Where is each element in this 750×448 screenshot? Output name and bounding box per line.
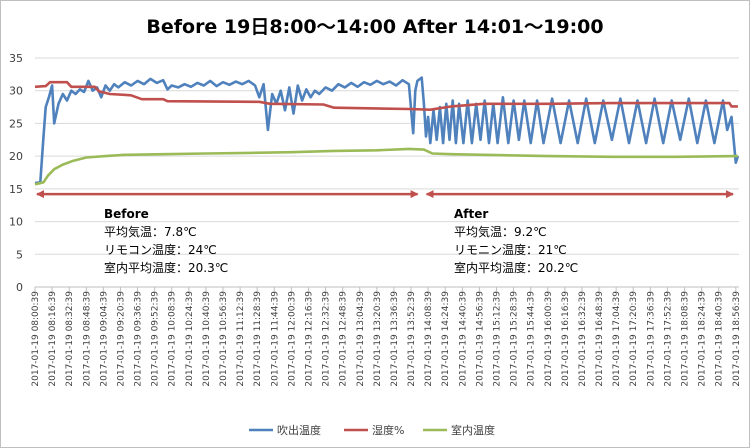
x-tick-label: 2017-01-19 18:56:39: [732, 291, 742, 387]
series-line-1: [34, 76, 740, 185]
x-tick-label: 2017-01-19 12:00:39: [287, 291, 297, 387]
x-tick-label: 2017-01-19 15:12:39: [492, 291, 502, 387]
x-tick-label: 2017-01-19 17:52:39: [663, 291, 673, 387]
x-tick-label: 2017-01-19 09:20:39: [116, 291, 126, 387]
x-tick-label: 2017-01-19 18:24:39: [698, 291, 708, 387]
annotation-after-line: After: [454, 207, 488, 221]
x-tick-label: 2017-01-19 09:04:39: [99, 291, 109, 387]
series-line-2: [34, 80, 738, 111]
x-tick-label: 2017-01-19 14:08:39: [424, 291, 434, 387]
series-line-3: [34, 147, 738, 186]
x-tick-label: 2017-01-19 11:28:39: [253, 291, 263, 387]
x-tick-label: 2017-01-19 12:48:39: [339, 291, 349, 387]
x-tick-label: 2017-01-19 09:36:39: [134, 291, 144, 387]
x-tick-label: 2017-01-19 15:44:39: [527, 291, 537, 387]
x-tick-label: 2017-01-19 18:08:39: [681, 291, 691, 387]
grid: [35, 57, 739, 288]
annotation-before-line: 平均気温：7.8℃: [104, 224, 197, 239]
annotation-before-line: リモコン温度：24℃: [104, 242, 217, 257]
annotation-after-line: 室内平均温度：20.2℃: [454, 260, 578, 275]
annotations: Before 平均気温：7.8℃ リモコン温度：24℃ 室内平均温度：20.3℃ Aft…: [104, 207, 578, 275]
x-tick-label: 2017-01-19 11:44:39: [270, 291, 280, 387]
legend-label-3: 室内温度: [451, 423, 495, 437]
x-tick-label: 2017-01-19 12:16:39: [304, 291, 314, 387]
y-axis-ticks: 0 5 10 15 20 25 30 35: [9, 52, 23, 294]
y-tick-label: 30: [9, 85, 23, 98]
legend-label-2: 湿度%: [372, 423, 404, 437]
x-tick-label: 2017-01-19 13:20:39: [373, 291, 383, 387]
annotation-before-line: 室内平均温度：20.3℃: [104, 260, 228, 275]
annotation-after-line: リモニン温度：21℃: [454, 242, 567, 257]
series-lines: [34, 76, 740, 186]
x-tick-label: 2017-01-19 14:40:39: [458, 291, 468, 387]
x-tick-label: 2017-01-19 17:20:39: [629, 291, 639, 387]
x-tick-label: 2017-01-19 10:56:39: [219, 291, 229, 387]
x-tick-label: 2017-01-19 13:52:39: [407, 291, 417, 387]
x-tick-label: 2017-01-19 10:24:39: [185, 291, 195, 387]
y-tick-label: 10: [9, 216, 23, 229]
x-tick-label: 2017-01-19 08:48:39: [82, 291, 92, 387]
x-tick-label: 2017-01-19 16:32:39: [578, 291, 588, 387]
annotation-before-line: Before: [104, 207, 149, 221]
x-tick-label: 2017-01-19 15:28:39: [510, 291, 520, 387]
x-tick-label: 2017-01-19 10:40:39: [202, 291, 212, 387]
x-tick-label: 2017-01-19 08:00:39: [31, 291, 41, 387]
y-tick-label: 35: [9, 52, 23, 65]
y-tick-label: 0: [16, 281, 23, 294]
x-tick-label: 2017-01-19 13:36:39: [390, 291, 400, 387]
x-tick-label: 2017-01-19 16:00:39: [544, 291, 554, 387]
y-tick-label: 5: [16, 248, 23, 261]
x-axis-ticks: 2017-01-19 08:00:39 2017-01-19 08:16:39 20…: [31, 287, 742, 387]
x-tick-label: 2017-01-19 08:16:39: [48, 291, 58, 387]
annotation-after-line: 平均気温：9.2℃: [454, 224, 547, 239]
x-tick-label: 2017-01-19 18:40:39: [715, 291, 725, 387]
legend: 吹出温度 湿度% 室内温度: [249, 423, 495, 437]
x-tick-label: 2017-01-19 10:08:39: [168, 291, 178, 387]
x-tick-label: 2017-01-19 09:52:39: [151, 291, 161, 387]
y-tick-label: 15: [9, 183, 23, 196]
x-tick-label: 2017-01-19 14:24:39: [441, 291, 451, 387]
x-tick-label: 2017-01-19 08:32:39: [65, 291, 75, 387]
x-tick-label: 2017-01-19 16:48:39: [595, 291, 605, 387]
x-tick-label: 2017-01-19 17:36:39: [646, 291, 656, 387]
chart-title: Before 19日8:00～14:00 After 14:01～19:00: [146, 16, 603, 38]
y-tick-label: 25: [9, 117, 23, 130]
legend-label-1: 吹出温度: [277, 423, 321, 437]
x-tick-label: 2017-01-19 17:04:39: [612, 291, 622, 387]
x-tick-label: 2017-01-19 14:56:39: [475, 291, 485, 387]
x-tick-label: 2017-01-19 13:04:39: [356, 291, 366, 387]
y-tick-label: 20: [9, 150, 23, 163]
x-tick-label: 2017-01-19 16:16:39: [561, 291, 571, 387]
x-tick-label: 2017-01-19 11:12:39: [236, 291, 246, 387]
x-tick-label: 2017-01-19 12:32:39: [322, 291, 332, 387]
